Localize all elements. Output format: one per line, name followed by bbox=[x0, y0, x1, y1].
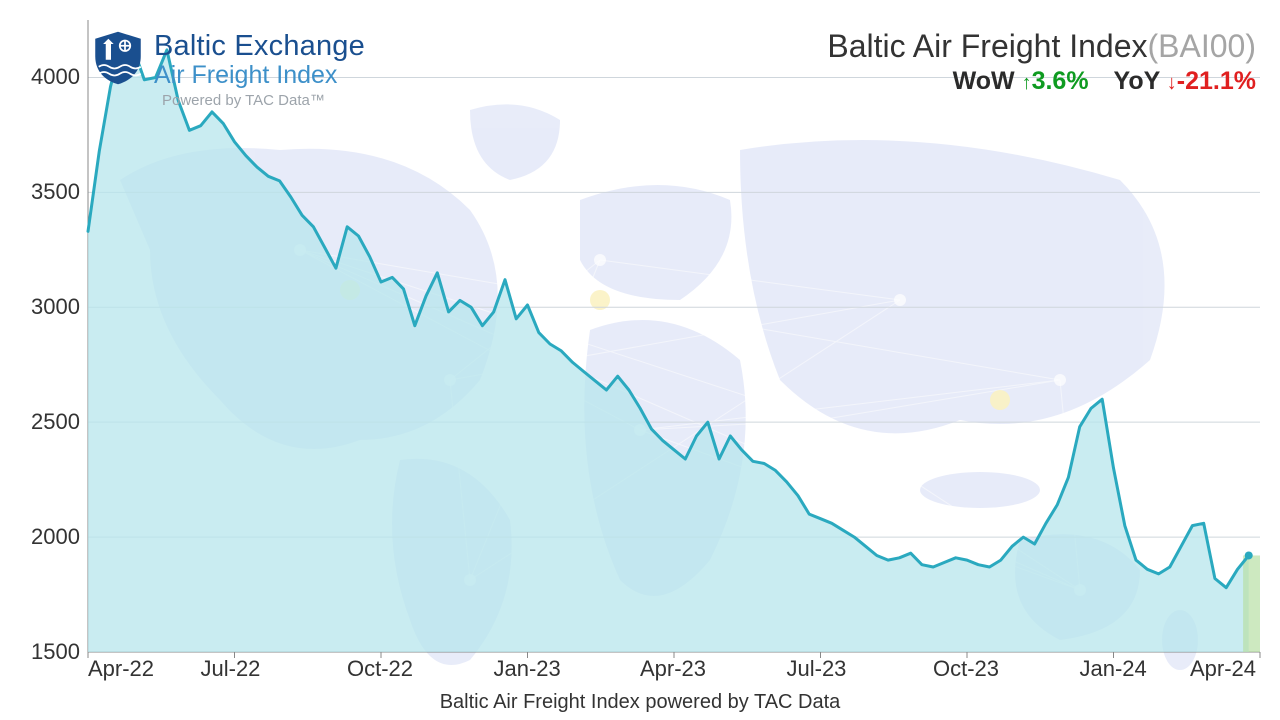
y-tick-label: 3000 bbox=[31, 294, 80, 320]
wow-value: 3.6% bbox=[1032, 67, 1089, 95]
footer-caption: Baltic Air Freight Index powered by TAC … bbox=[0, 691, 1280, 714]
x-tick-label: Jul-22 bbox=[201, 656, 261, 682]
x-tick-label: Apr-22 bbox=[88, 656, 154, 682]
x-tick-label: Jan-23 bbox=[494, 656, 561, 682]
logo-brand-text: Baltic Exchange bbox=[154, 30, 365, 63]
x-tick-label: Jul-23 bbox=[787, 656, 847, 682]
wow-label: WoW bbox=[953, 67, 1015, 95]
y-tick-label: 4000 bbox=[31, 64, 80, 90]
y-tick-label: 2000 bbox=[31, 524, 80, 550]
logo-subtitle-text: Air Freight Index bbox=[154, 63, 365, 88]
y-tick-label: 2500 bbox=[31, 409, 80, 435]
arrow-up-icon: ↑ bbox=[1022, 72, 1032, 94]
baltic-exchange-shield-icon bbox=[90, 30, 146, 86]
yoy-label: YoY bbox=[1114, 67, 1160, 95]
x-tick-label: Jan-24 bbox=[1080, 656, 1147, 682]
x-tick-label: Apr-24 bbox=[1190, 656, 1256, 682]
x-tick-label: Oct-23 bbox=[933, 656, 999, 682]
logo-powered-text: Powered by TAC Data™ bbox=[162, 92, 365, 109]
chart-ticker: (BAI00) bbox=[1148, 28, 1256, 64]
chart-title: Baltic Air Freight Index bbox=[827, 28, 1147, 64]
yoy-value: -21.1% bbox=[1177, 67, 1256, 95]
arrow-down-icon: ↓ bbox=[1167, 72, 1177, 94]
y-tick-label: 1500 bbox=[31, 639, 80, 665]
y-tick-label: 3500 bbox=[31, 179, 80, 205]
x-tick-label: Oct-22 bbox=[347, 656, 413, 682]
brand-logo: Baltic Exchange Air Freight Index Powere… bbox=[90, 30, 365, 109]
x-tick-label: Apr-23 bbox=[640, 656, 706, 682]
chart-headline: Baltic Air Freight Index(BAI00) WoW ↑3.6… bbox=[827, 28, 1256, 96]
